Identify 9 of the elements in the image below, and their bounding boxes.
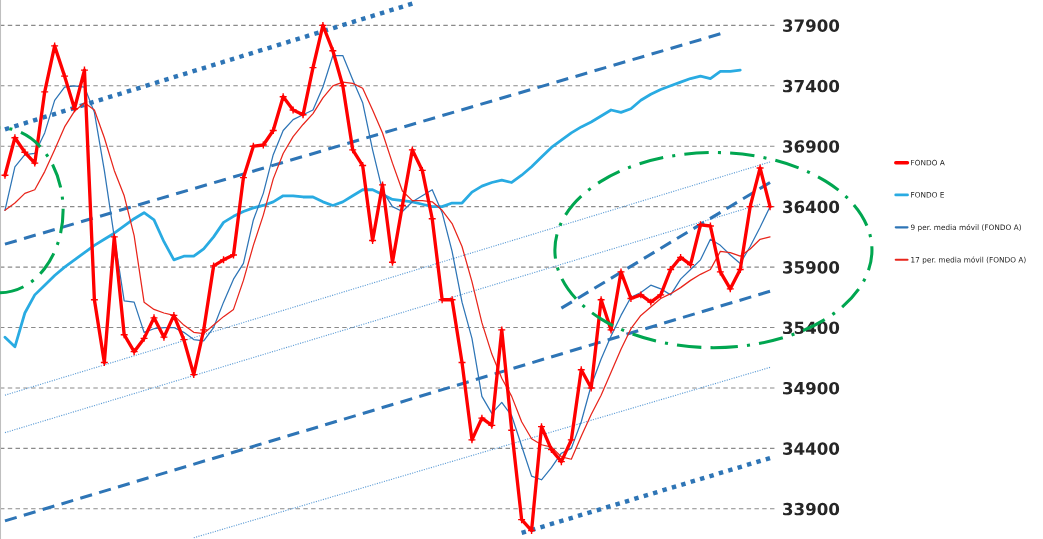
y-tick-label: 36400	[783, 200, 840, 214]
y-tick-label: 35900	[783, 261, 840, 274]
y-tick-label: 36900	[783, 140, 840, 153]
y-tick-label: 34400	[783, 442, 840, 455]
y-tick-label: 37400	[783, 79, 840, 93]
y-tick-label: 34900	[783, 381, 840, 395]
y-tick-label: 33900	[783, 502, 840, 516]
line-series	[3, 68, 742, 349]
y-tick-label: 37900	[783, 19, 840, 32]
